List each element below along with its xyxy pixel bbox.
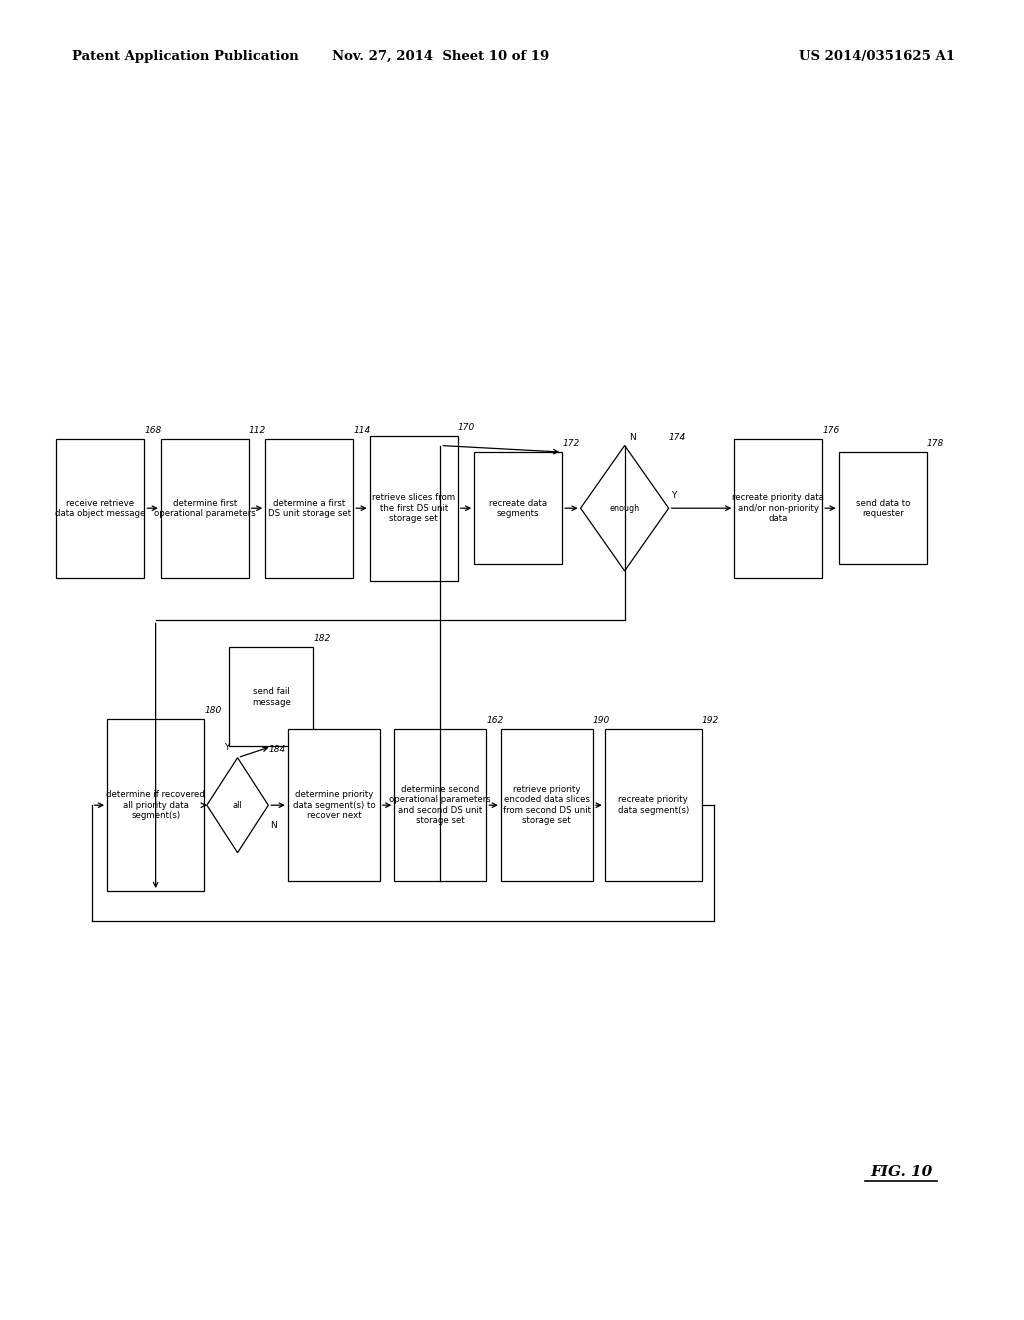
Text: US 2014/0351625 A1: US 2014/0351625 A1	[799, 50, 954, 63]
Text: Y: Y	[224, 743, 229, 752]
Text: Patent Application Publication: Patent Application Publication	[72, 50, 298, 63]
Text: recreate data
segments: recreate data segments	[489, 499, 547, 517]
Text: determine priority
data segment(s) to
recover next: determine priority data segment(s) to re…	[293, 791, 375, 820]
Text: send fail
message: send fail message	[252, 688, 291, 706]
Text: 192: 192	[702, 717, 719, 726]
Bar	[394, 729, 486, 882]
Text: N: N	[629, 433, 636, 441]
Text: 170: 170	[458, 422, 475, 432]
Bar	[161, 438, 249, 578]
Bar	[106, 719, 205, 891]
Text: 172: 172	[562, 440, 580, 449]
Text: enough: enough	[609, 504, 640, 512]
Text: determine if recovered
all priority data
segment(s): determine if recovered all priority data…	[106, 791, 205, 820]
Text: Y: Y	[671, 491, 676, 500]
Text: 182: 182	[313, 635, 331, 643]
Bar	[474, 451, 562, 565]
Text: 180: 180	[205, 706, 221, 715]
Polygon shape	[207, 758, 268, 853]
Bar	[604, 729, 702, 882]
Text: determine first
operational parameters: determine first operational parameters	[154, 499, 256, 517]
Text: 174: 174	[669, 433, 686, 441]
Bar	[288, 729, 380, 882]
Text: 112: 112	[249, 426, 266, 436]
Text: 190: 190	[593, 717, 610, 726]
Bar	[501, 729, 593, 882]
Text: all: all	[232, 801, 243, 809]
Text: recreate priority
data segment(s): recreate priority data segment(s)	[617, 796, 689, 814]
Text: determine second
operational parameters
and second DS unit
storage set: determine second operational parameters …	[389, 785, 492, 825]
Bar	[56, 438, 144, 578]
Text: FIG. 10: FIG. 10	[870, 1166, 932, 1179]
Text: recreate priority data
and/or non-priority
data: recreate priority data and/or non-priori…	[732, 494, 824, 523]
Text: 162: 162	[486, 717, 504, 726]
Bar	[734, 438, 822, 578]
Text: 178: 178	[927, 440, 944, 449]
Polygon shape	[581, 446, 669, 570]
Text: Nov. 27, 2014  Sheet 10 of 19: Nov. 27, 2014 Sheet 10 of 19	[332, 50, 549, 63]
Bar	[839, 451, 927, 565]
Text: 114: 114	[353, 426, 371, 436]
Bar	[265, 438, 353, 578]
Text: 184: 184	[268, 744, 286, 754]
Text: retrieve priority
encoded data slices
from second DS unit
storage set: retrieve priority encoded data slices fr…	[503, 785, 591, 825]
Bar	[370, 436, 458, 581]
Text: retrieve slices from
the first DS unit
storage set: retrieve slices from the first DS unit s…	[372, 494, 456, 523]
Text: N: N	[270, 821, 278, 830]
Text: 168: 168	[144, 426, 162, 436]
Bar	[229, 647, 313, 746]
Text: determine a first
DS unit storage set: determine a first DS unit storage set	[267, 499, 351, 517]
Text: send data to
requester: send data to requester	[855, 499, 910, 517]
Text: receive retrieve
data object message: receive retrieve data object message	[55, 499, 145, 517]
Text: 176: 176	[822, 426, 840, 436]
